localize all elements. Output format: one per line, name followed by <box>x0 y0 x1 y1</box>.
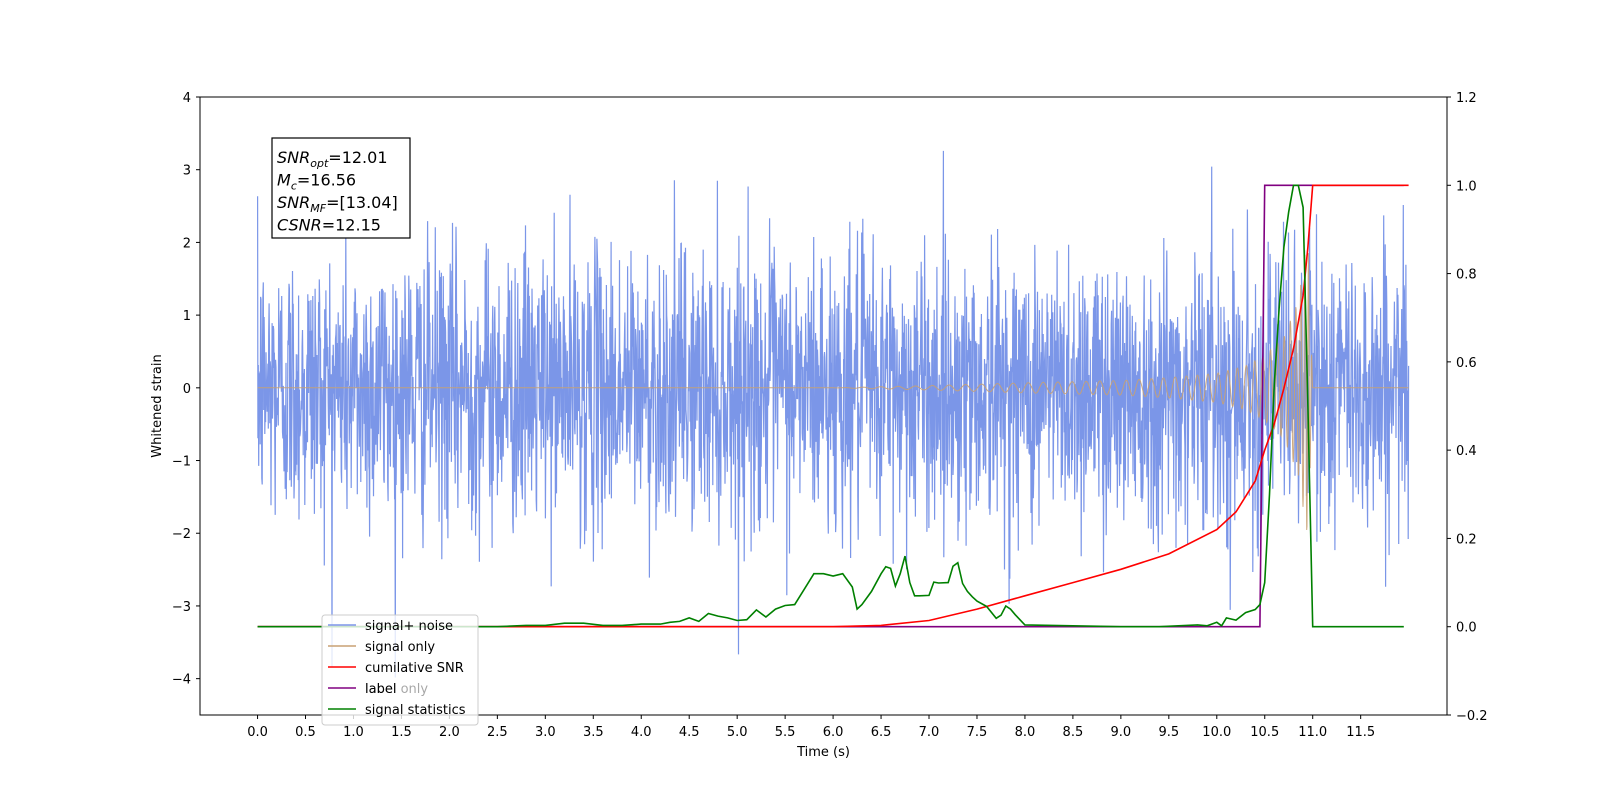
legend-label: signal only <box>365 640 435 655</box>
y-left-tick-label: −4 <box>172 673 191 688</box>
line-signal-plus-noise <box>257 150 1410 678</box>
x-tick-label: 0.0 <box>247 725 268 740</box>
x-tick-label: 10.0 <box>1202 725 1231 740</box>
annotation-line: CSNR=12.15 <box>277 216 381 235</box>
annotation-frame <box>271 137 411 239</box>
x-tick-label: 9.5 <box>1158 725 1179 740</box>
annotation-line: SNRMF=[13.04] <box>277 193 398 215</box>
annotation-line: Mc=16.56 <box>277 171 356 193</box>
right-axis-series <box>257 184 1409 628</box>
annotation-box: SNRopt=12.01Mc=16.56SNRMF=[13.04]CSNR=12… <box>271 137 411 239</box>
legend-label: label <box>365 682 396 697</box>
x-tick-label: 2.5 <box>487 725 508 740</box>
x-tick-label: 6.0 <box>823 725 844 740</box>
y-right-tick-label: −0.2 <box>1456 709 1488 724</box>
x-tick-label: 8.0 <box>1015 725 1036 740</box>
y-right-tick-label: 1.2 <box>1456 91 1477 106</box>
x-tick-label: 9.0 <box>1111 725 1132 740</box>
x-tick-label: 11.5 <box>1346 725 1375 740</box>
y-right-tick-label: 0.6 <box>1456 356 1477 371</box>
x-tick-label: 5.0 <box>727 725 748 740</box>
plot-frame <box>199 96 1448 716</box>
y-right-tick-label: 0.8 <box>1456 268 1477 283</box>
series-signal-plus-noise <box>257 150 1410 678</box>
series-signal-only <box>257 253 1409 531</box>
x-tick-label: 7.5 <box>967 725 988 740</box>
x-tick-label: 6.5 <box>871 725 892 740</box>
x-tick-label: 5.5 <box>775 725 796 740</box>
legend: signal+ noise signal only cumilative SNR la… <box>321 614 479 726</box>
y-left-tick-label: −3 <box>172 600 191 615</box>
y-right-tick-label: 0.4 <box>1456 444 1477 459</box>
y-left-tick-label: −1 <box>172 455 191 470</box>
y-right-tick-label: 0.2 <box>1456 532 1477 547</box>
x-tick-label: 1.0 <box>343 725 364 740</box>
legend-frame <box>321 614 479 726</box>
x-tick-label: 2.0 <box>439 725 460 740</box>
line-signal-statistics <box>257 184 1404 628</box>
y-left-tick-label: −2 <box>172 527 191 542</box>
line-signal-only <box>257 253 1409 531</box>
x-axis: 0.0 0.5 1.0 1.5 2.0 2.5 3.0 3.5 4.0 4.5 5.0 5.5 6.0 6… <box>247 715 1375 740</box>
annotation-line: SNRopt=12.01 <box>277 148 388 170</box>
x-tick-label: 1.5 <box>391 725 412 740</box>
x-tick-label: 4.0 <box>631 725 652 740</box>
x-tick-label: 0.5 <box>295 725 316 740</box>
y-left-tick-label: 3 <box>183 164 191 179</box>
x-tick-label: 8.5 <box>1063 725 1084 740</box>
y-axis-label: Whitened strain <box>150 354 165 457</box>
y-axis-right: −0.2 0.0 0.2 0.4 0.6 0.8 1.0 1.2 <box>1447 91 1488 724</box>
legend-label: label only <box>365 682 428 697</box>
y-left-tick-label: 0 <box>183 382 191 397</box>
legend-label: signal statistics <box>365 703 466 718</box>
y-left-tick-label: 4 <box>183 91 191 106</box>
x-tick-label: 10.5 <box>1250 725 1279 740</box>
x-tick-label: 4.5 <box>679 725 700 740</box>
y-left-tick-label: 1 <box>183 309 191 324</box>
x-axis-label: Time (s) <box>796 745 850 760</box>
y-left-tick-label: 2 <box>183 236 191 251</box>
y-right-tick-label: 0.0 <box>1456 621 1477 636</box>
x-tick-label: 11.0 <box>1298 725 1327 740</box>
legend-label: signal+ noise <box>365 619 453 634</box>
x-tick-label: 3.0 <box>535 725 556 740</box>
line-cumilative-snr <box>257 184 1409 628</box>
x-tick-label: 7.0 <box>919 725 940 740</box>
legend-label: cumilative SNR <box>365 661 464 676</box>
y-right-tick-label: 1.0 <box>1456 179 1477 194</box>
y-axis-left: −4 −3 −2 −1 0 1 2 3 4 <box>172 91 200 688</box>
x-tick-label: 3.5 <box>583 725 604 740</box>
